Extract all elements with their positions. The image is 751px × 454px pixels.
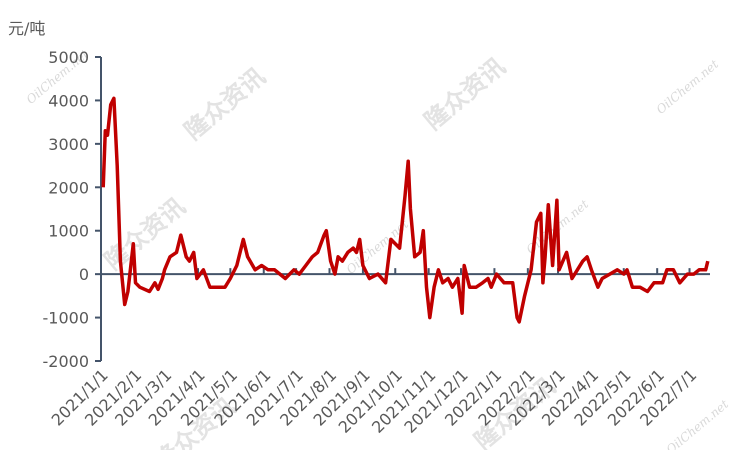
y-tick-label: -2000 [43,352,90,371]
y-tick-label: 3000 [48,135,89,154]
y-tick-label: 5000 [48,48,89,67]
watermark: 隆众资讯 [99,192,191,275]
line [101,96,710,324]
y-tick-label: 2000 [48,178,89,197]
y-tick-label: -1000 [43,309,90,328]
watermark: 隆众资讯 [419,52,511,135]
y-tick-label: 0 [79,265,89,284]
watermark: 隆众资讯 [179,62,271,145]
y-tick-label: 1000 [48,222,89,241]
y-tick-label: 4000 [48,91,89,110]
y-axis-label: 元/吨 [8,19,45,38]
watermark: OilChem.net [654,57,722,117]
